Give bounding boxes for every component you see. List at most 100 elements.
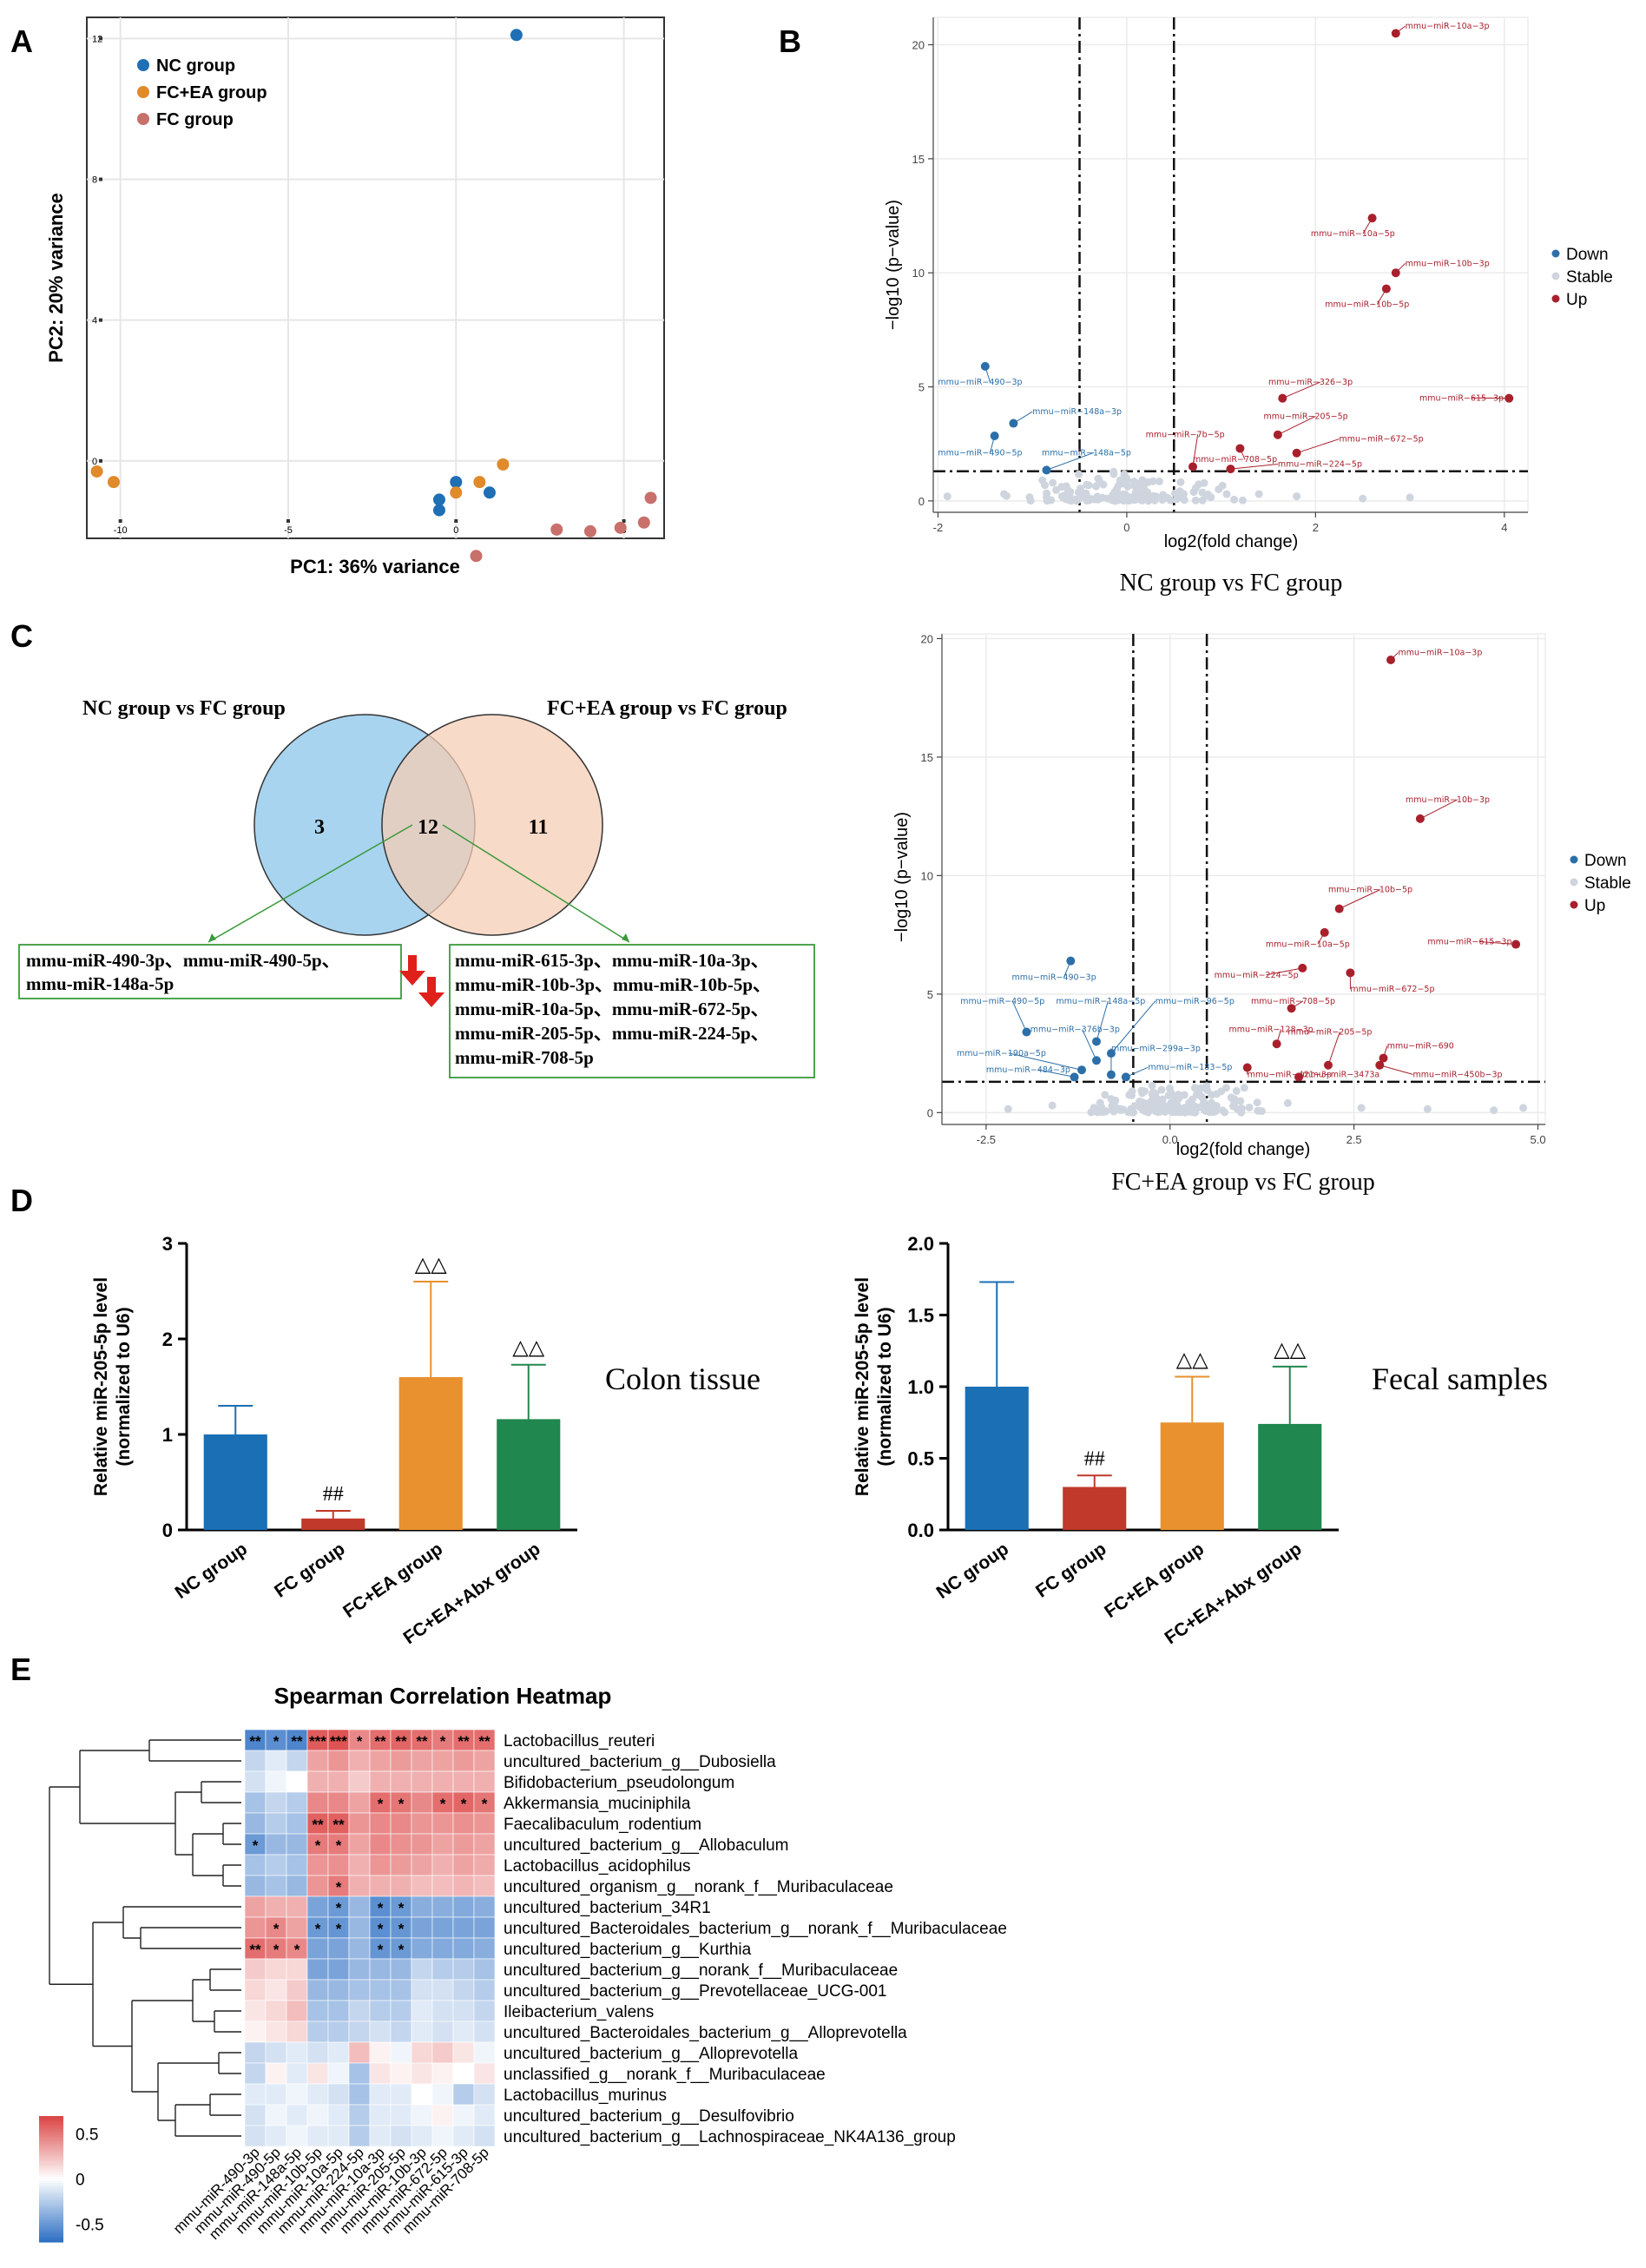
heatmap-cell	[286, 2125, 308, 2147]
volcano-sig-point	[980, 361, 990, 371]
heatmap-star: **	[478, 1733, 491, 1750]
volcano-legend-label: Down	[1566, 246, 1609, 264]
volcano-stable-point	[1221, 1108, 1229, 1117]
bar-y-tick-label: 2	[162, 1328, 173, 1350]
volcano-stable-point	[1206, 1102, 1215, 1111]
pca-point	[432, 493, 445, 506]
heatmap-cell	[431, 1750, 454, 1772]
volcano-point-label: mmu−miR−148a−3p	[1032, 407, 1122, 417]
volcano-label-leader	[1037, 1069, 1075, 1078]
volcano-stable-point	[1075, 494, 1083, 503]
volcano-label-leader	[1379, 1065, 1413, 1075]
heatmap-cell	[265, 1937, 287, 1960]
volcano-legend-label: Stable	[1566, 268, 1613, 287]
heatmap-cell	[390, 2062, 412, 2085]
volcano-point-label: mmu−miR−615−3p	[1427, 938, 1511, 947]
volcano-sig-point	[1188, 462, 1198, 471]
heatmap-cell	[473, 1833, 496, 1856]
heatmap-row-label: Bifidobacterium_pseudolongum	[504, 1774, 734, 1792]
volcano-c2-threshold-lines	[942, 634, 1545, 1124]
heatmap-cell	[390, 2041, 412, 2064]
heatmap-cell	[348, 2021, 371, 2043]
volcano-point-label: mmu−miR−10a−3p	[1406, 22, 1490, 31]
volcano-b-x-label: log2(fold change)	[1164, 532, 1299, 551]
bar-y-tick-label: 1.0	[907, 1376, 934, 1398]
colorbar-segment	[39, 2177, 63, 2180]
volcano-point-label: mmu−miR−376b−3p	[1030, 1025, 1120, 1035]
pca-point	[550, 523, 563, 536]
heatmap-star: *	[398, 1921, 405, 1937]
heatmap-star: *	[357, 1733, 363, 1750]
pca-x-tick-mark	[118, 519, 122, 523]
heatmap-star: *	[315, 1837, 321, 1854]
volcano-legend-key	[1551, 294, 1560, 303]
volcano-x-tick-label: 0.0	[1162, 1133, 1178, 1146]
heatmap-cell	[286, 2104, 308, 2126]
heatmap-cell	[306, 2104, 329, 2126]
volcano-stable-point	[1519, 1104, 1528, 1112]
heatmap-cell	[286, 1958, 308, 1981]
heatmap-cell	[473, 2083, 496, 2106]
volcano-point-label: mmu−miR−450b−3p	[1412, 1070, 1502, 1079]
heatmap-cell	[369, 1750, 392, 1772]
heatmap-cell	[473, 2041, 496, 2064]
volcano-sig-point	[1511, 940, 1521, 949]
heatmap-cell	[369, 1875, 392, 1897]
heatmap-cell	[265, 1812, 287, 1835]
colorbar-segment	[39, 2187, 63, 2191]
volcano-point-label: mmu−miR−3473a	[1302, 1070, 1379, 1079]
volcano-point-label: mmu−miR−128−3p	[1229, 1025, 1314, 1035]
heatmap-star: *	[378, 1796, 384, 1812]
heatmap-cell	[369, 1791, 392, 1814]
volcano-sig-point	[1391, 268, 1400, 278]
colorbar-segment	[39, 2164, 63, 2167]
volcano-stable-point	[1004, 1104, 1012, 1113]
colorbar-tick-label: 0	[76, 2172, 85, 2190]
bar	[497, 1419, 561, 1530]
down-box-line-1: mmu-miR-490-3p、mmu-miR-490-5p、	[26, 950, 340, 971]
heatmap-cell	[452, 1750, 475, 1772]
heatmap-cell	[431, 2083, 454, 2106]
heatmap-cell	[369, 2000, 392, 2022]
heatmap-title: Spearman Correlation Heatmap	[274, 1683, 612, 1709]
venn-diagram: NC group vs FC group FC+EA group vs FC g…	[18, 697, 815, 1078]
heatmap-cell	[431, 1875, 454, 1897]
panel-label-b: B	[779, 23, 801, 59]
colorbar-segment	[39, 2195, 63, 2199]
pca-plot-frame	[86, 16, 665, 539]
heatmap-cell	[265, 2000, 287, 2022]
volcano-stable-point	[1048, 1101, 1057, 1110]
heatmap-cell	[306, 2000, 329, 2022]
up-mirna-box	[449, 944, 815, 1078]
heatmap-cell	[286, 1895, 308, 1918]
pca-y-tick-mark	[99, 177, 102, 181]
heatmap-cell	[369, 1937, 392, 1960]
heatmap-row-label: Ileibacterium_valens	[504, 2003, 654, 2021]
heatmap-cell	[244, 1916, 267, 1939]
pca-x-label: PC1: 36% variance	[290, 556, 460, 577]
volcano-legend-key	[1570, 878, 1578, 887]
volcano-point-label: mmu−miR−10b−3p	[1406, 259, 1490, 268]
heatmap-cell	[306, 2021, 329, 2043]
heatmap-cell	[452, 1958, 475, 1981]
heatmap-cell	[390, 1812, 412, 1835]
volcano-y-tick-label: 15	[912, 153, 925, 166]
heatmap-cell	[244, 2021, 267, 2043]
heatmap-star: *	[336, 1879, 342, 1895]
heatmap-cell	[286, 2062, 308, 2085]
heatmap-cell	[473, 1979, 496, 2001]
volcano-label-leader	[1082, 1029, 1097, 1061]
pca-legend-key	[137, 113, 149, 125]
heatmap-cell	[244, 1958, 267, 1981]
volcano-stable-point	[1160, 1104, 1169, 1112]
heatmap-cell	[431, 2104, 454, 2126]
volcano-legend-key	[1570, 900, 1578, 909]
panel-label-a: A	[10, 23, 33, 59]
volcano-stable-point	[1490, 1106, 1498, 1115]
heatmap-cell	[390, 1729, 412, 1751]
heatmap-row-label: uncultured_bacterium_34R1	[504, 1899, 711, 1917]
bar	[398, 1377, 463, 1530]
heatmap-star: **	[291, 1733, 303, 1750]
heatmap-row-label: Lactobacillus_acidophilus	[504, 1857, 690, 1876]
volcano-y-tick-label: 10	[921, 869, 933, 882]
